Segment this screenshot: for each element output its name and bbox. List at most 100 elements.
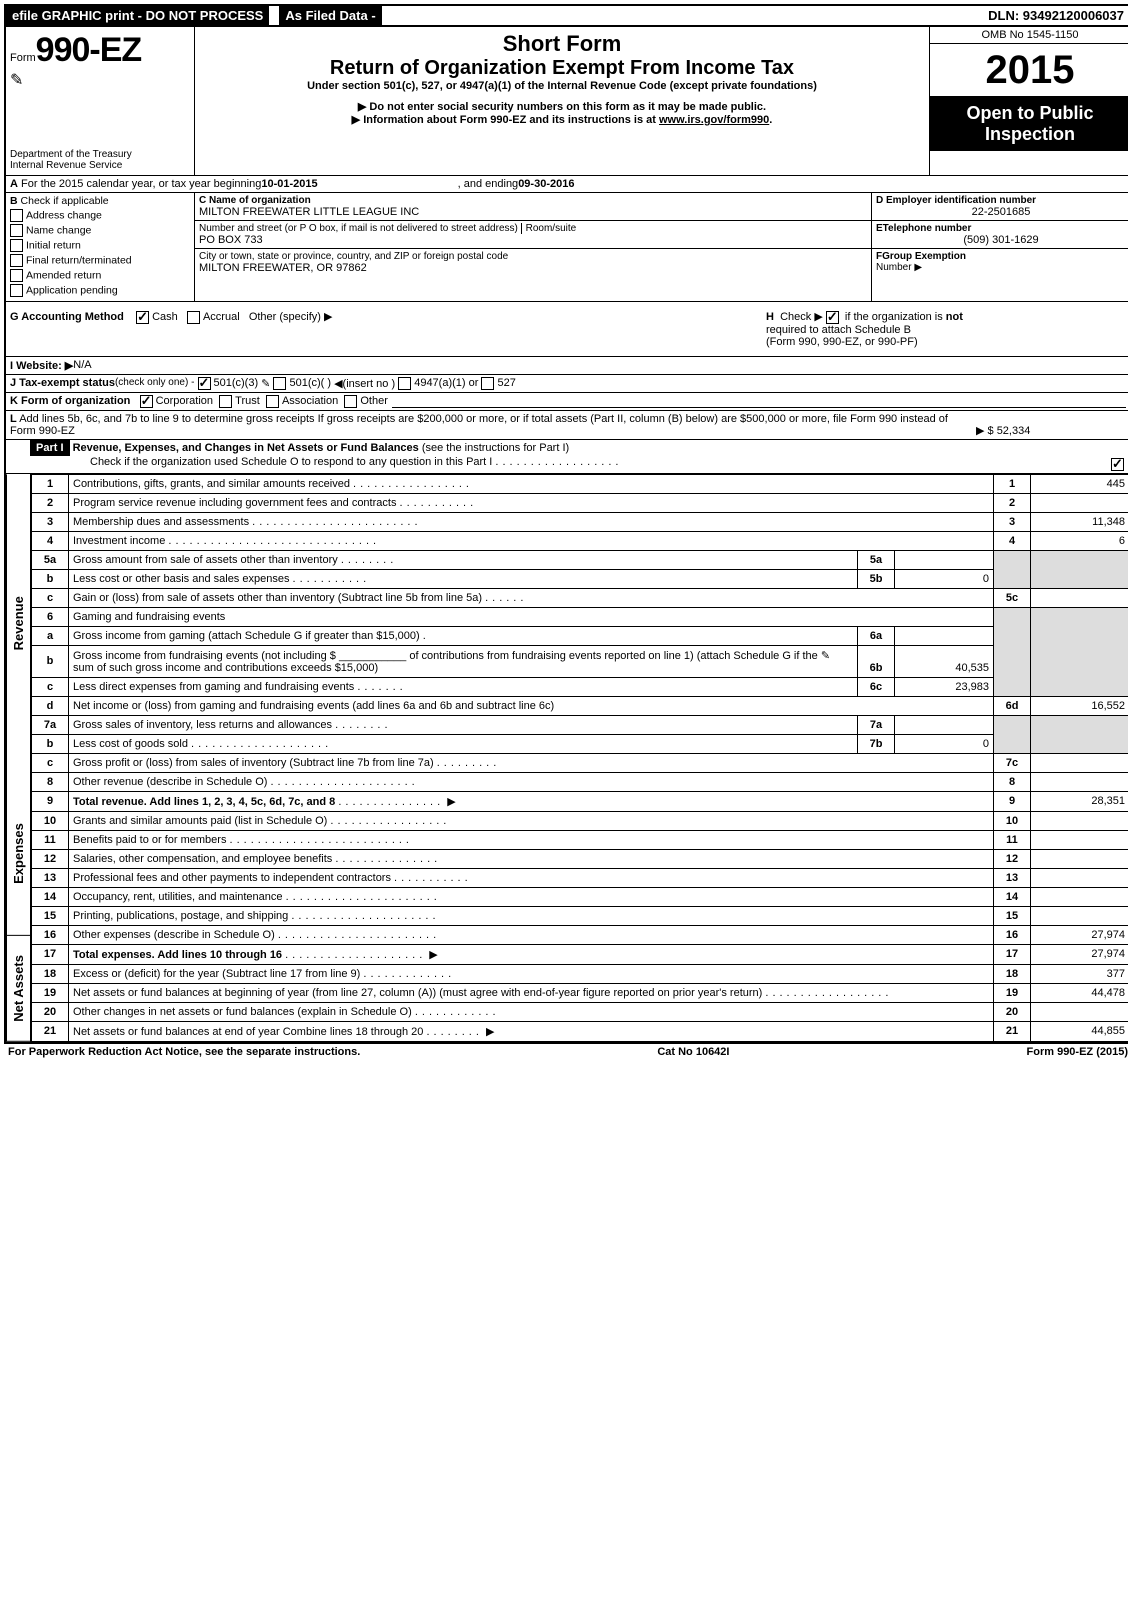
street-label: Number and street (or P O box, if mail i… (199, 223, 867, 234)
open-inspection: Open to Public Inspection (930, 97, 1128, 151)
footer-left: For Paperwork Reduction Act Notice, see … (8, 1046, 360, 1058)
k-assoc: Association (282, 395, 338, 408)
checkbox-pending[interactable] (10, 284, 23, 297)
j-o1: 501(c)(3) (214, 377, 259, 390)
form-prefix: Form (10, 52, 36, 64)
section-bcdef: B Check if applicable Address change Nam… (6, 193, 1128, 302)
j-label: J Tax-exempt status (10, 377, 115, 390)
main-grid: Revenue Expenses Net Assets 1Contributio… (6, 474, 1128, 1042)
part1-title: Revenue, Expenses, and Changes in Net As… (73, 442, 419, 454)
i-label: I Website: ▶ (10, 359, 73, 372)
f-label: FGroup Exemption (876, 251, 1126, 262)
j-sub: (check only one) - (115, 377, 194, 390)
l-text: Add lines 5b, 6c, and 7b to line 9 to de… (10, 413, 948, 437)
i-val: N/A (73, 359, 91, 372)
e-label: ETelephone number (876, 223, 1126, 234)
k-other: Other (360, 395, 388, 408)
h-t2: if the organization is (845, 311, 946, 323)
form-container: efile GRAPHIC print - DO NOT PROCESS As … (4, 4, 1128, 1044)
j-o4: 527 (497, 377, 515, 390)
line-gh-row: G Accounting Method Cash Accrual Other (… (6, 302, 1128, 357)
phone-value: (509) 301-1629 (876, 234, 1126, 246)
checkbox-h[interactable] (826, 311, 839, 324)
h-t3: required to attach Schedule B (766, 324, 911, 336)
checkbox-527[interactable] (481, 377, 494, 390)
under-section: Under section 501(c), 527, or 4947(a)(1)… (199, 80, 925, 92)
ein-value: 22-2501685 (876, 206, 1126, 218)
checkbox-trust[interactable] (219, 395, 232, 408)
checkbox-amended[interactable] (10, 269, 23, 282)
checkbox-501c3[interactable] (198, 377, 211, 390)
line-a-row: A For the 2015 calendar year, or tax yea… (6, 176, 1128, 193)
b-item-2: Initial return (26, 239, 81, 251)
checkbox-other-org[interactable] (344, 395, 357, 408)
checkbox-initial[interactable] (10, 239, 23, 252)
k-label: K Form of organization (10, 395, 130, 408)
j-o3: 4947(a)(1) or (414, 377, 478, 390)
omb-number: OMB No 1545-1150 (930, 27, 1128, 44)
vertical-labels: Revenue Expenses Net Assets (6, 474, 31, 1042)
form-number: 990-EZ (36, 31, 142, 69)
tax-year: 2015 (930, 44, 1128, 97)
l-amt: ▶ $ 52,334 (976, 424, 1126, 437)
open-line1: Open to Public (932, 103, 1128, 124)
g-accrual: Accrual (203, 311, 240, 323)
efile-label: efile GRAPHIC print - DO NOT PROCESS (6, 6, 269, 25)
b-item-3: Final return/terminated (26, 254, 132, 266)
line-j-row: J Tax-exempt status (check only one) - 5… (6, 375, 1128, 393)
dept-irs: Internal Revenue Service (10, 160, 132, 171)
return-title: Return of Organization Exempt From Incom… (199, 57, 925, 80)
checkbox-501c[interactable] (273, 377, 286, 390)
line-l-row: L Add lines 5b, 6c, and 7b to line 9 to … (6, 411, 1128, 440)
h-t4: (Form 990, 990-EZ, or 990-PF) (766, 336, 918, 348)
info-text: ▶ Information about Form 990-EZ and its … (199, 113, 925, 126)
dept-treasury: Department of the Treasury (10, 149, 132, 160)
c-label: C Name of organization (199, 195, 867, 206)
org-name: MILTON FREEWATER LITTLE LEAGUE INC (199, 206, 867, 218)
checkbox-corp[interactable] (140, 395, 153, 408)
section-cde: C Name of organization MILTON FREEWATER … (195, 193, 1128, 301)
street-value: PO BOX 733 (199, 234, 867, 246)
j-o2b: ◀(insert no ) (334, 377, 395, 390)
checkbox-scho[interactable] (1111, 458, 1124, 471)
h-t1: Check ▶ (780, 311, 823, 323)
checkbox-cash[interactable] (136, 311, 149, 324)
line-a-text1: For the 2015 calendar year, or tax year … (21, 178, 261, 190)
line-k-row: K Form of organization Corporation Trust… (6, 393, 1128, 411)
line-a-text2: , and ending (458, 178, 519, 190)
footer-mid: Cat No 10642I (657, 1046, 729, 1058)
lines-table: 1Contributions, gifts, grants, and simil… (31, 474, 1128, 1042)
b-check-label: Check if applicable (21, 195, 109, 207)
city-label: City or town, state or province, country… (199, 251, 867, 262)
checkbox-4947[interactable] (398, 377, 411, 390)
part1-sub: (see the instructions for Part I) (422, 442, 569, 454)
j-o2: 501(c)( ) (289, 377, 331, 390)
part1-label: Part I (30, 440, 70, 456)
g-cash: Cash (152, 311, 178, 323)
checkbox-assoc[interactable] (266, 395, 279, 408)
b-item-1: Name change (26, 224, 91, 236)
b-label: B (10, 195, 18, 207)
asfiled-label: As Filed Data - (279, 6, 381, 25)
checkbox-name[interactable] (10, 224, 23, 237)
b-item-0: Address change (26, 209, 102, 221)
header-right: OMB No 1545-1150 2015 Open to Public Ins… (929, 27, 1128, 175)
top-bar: efile GRAPHIC print - DO NOT PROCESS As … (6, 6, 1128, 27)
info-link[interactable]: www.irs.gov/form990 (659, 114, 769, 126)
header-row: Form990-EZ ✎ Department of the Treasury … (6, 27, 1128, 176)
footer: For Paperwork Reduction Act Notice, see … (4, 1044, 1128, 1060)
b-item-4: Amended return (26, 269, 101, 281)
dept-label: Department of the Treasury Internal Reve… (10, 149, 132, 171)
line-a-label: A (10, 178, 18, 190)
checkbox-accrual[interactable] (187, 311, 200, 324)
part1-check: Check if the organization used Schedule … (30, 456, 492, 468)
g-label: G Accounting Method (10, 311, 124, 323)
checkbox-address[interactable] (10, 209, 23, 222)
short-form-title: Short Form (199, 31, 925, 57)
vlabel-expenses: Expenses (6, 772, 30, 936)
line-a-begin: 10-01-2015 (261, 178, 317, 190)
b-item-5: Application pending (26, 284, 118, 296)
vlabel-revenue: Revenue (6, 474, 30, 772)
checkbox-final[interactable] (10, 254, 23, 267)
vlabel-netassets: Net Assets (6, 936, 30, 1042)
